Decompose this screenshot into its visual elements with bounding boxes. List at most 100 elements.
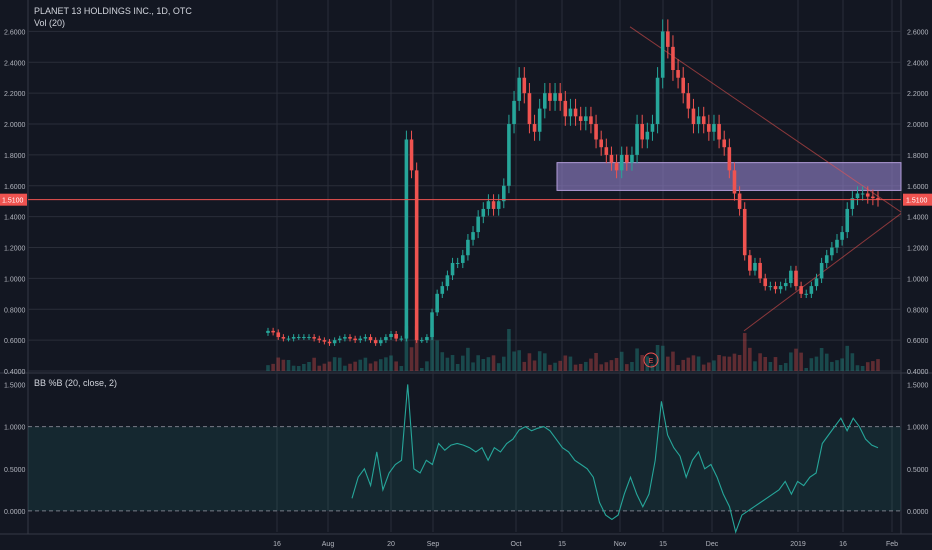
price-tick-right: 1.6000: [907, 184, 929, 191]
volume-bar: [368, 363, 373, 371]
volume-bar: [548, 364, 552, 371]
candle-body: [291, 337, 296, 339]
volume-bar: [466, 347, 470, 371]
last-price-tag-left: [0, 193, 27, 206]
candle-body: [717, 124, 721, 140]
price-tick-left: 2.0000: [4, 122, 26, 129]
candle-body: [558, 93, 562, 101]
volume-bar: [455, 364, 460, 371]
candle-body: [527, 93, 532, 125]
volume-bar: [373, 361, 378, 371]
candle-body: [681, 77, 686, 94]
candle-body: [496, 201, 501, 209]
volume-bar: [394, 361, 398, 371]
volume-bar: [563, 355, 568, 371]
volume-bar: [276, 357, 281, 371]
volume-bar: [543, 353, 547, 371]
volume-bar: [809, 358, 814, 371]
price-tick-right: 0.4000: [907, 369, 929, 376]
volume-bar: [666, 356, 670, 371]
candle-body: [548, 93, 552, 101]
price-tick-right: 0.8000: [907, 307, 929, 314]
candle-body: [619, 154, 624, 171]
volume-bar: [348, 363, 352, 371]
volume-bar: [660, 345, 665, 371]
volume-bar: [722, 356, 727, 371]
candle-body: [399, 338, 404, 340]
candle-body: [819, 262, 824, 279]
volume-bar: [435, 340, 439, 371]
time-tick: 16: [839, 541, 847, 548]
candle-body: [563, 100, 568, 117]
candle-body: [845, 208, 850, 233]
price-tick-left: 1.2000: [4, 246, 26, 253]
volume-bar: [753, 361, 757, 371]
price-tick-left: 1.8000: [4, 153, 26, 160]
volume-bar: [584, 361, 588, 371]
candle-body: [394, 333, 398, 339]
candle-body: [783, 283, 788, 287]
price-tick-right: 2.2000: [907, 91, 929, 98]
volume-bar: [486, 357, 491, 371]
bb-tick-right: 1.0000: [907, 425, 929, 432]
candle-body: [666, 31, 670, 47]
bb-tick-right: 1.5000: [907, 382, 929, 389]
last-price-tag-right: [903, 193, 932, 206]
volume-bar: [343, 365, 347, 371]
candle-body: [476, 216, 480, 233]
candle-body: [707, 124, 711, 132]
candle-body: [742, 208, 747, 256]
candle-body: [532, 124, 537, 132]
volume-bar: [717, 355, 721, 371]
candle-body: [732, 170, 737, 194]
candle-body: [522, 77, 527, 94]
volume-bar: [512, 351, 516, 371]
candle-body: [609, 154, 614, 163]
volume-bar: [537, 351, 542, 371]
candle-body: [855, 193, 860, 199]
time-tick: 15: [558, 541, 566, 548]
volume-bar: [671, 351, 675, 371]
candle-body: [296, 337, 301, 339]
volume-bar: [830, 361, 834, 371]
candle-body: [594, 124, 598, 140]
candle-body: [660, 31, 665, 78]
volume-bar: [476, 355, 480, 371]
price-tick-right: 1.2000: [907, 246, 929, 253]
volume-bar: [824, 353, 829, 371]
earnings-marker-icon: [643, 352, 659, 368]
volume-bar: [819, 348, 824, 371]
volume-bar: [701, 364, 706, 371]
candle-body: [650, 124, 655, 132]
price-tick-left: 2.6000: [4, 29, 26, 36]
candle-body: [425, 337, 429, 341]
candle-body: [737, 193, 742, 209]
candle-body: [655, 77, 660, 125]
volume-bar: [712, 360, 716, 371]
volume-bar: [860, 366, 865, 371]
candle-body: [789, 270, 793, 284]
volume-bar: [286, 360, 291, 371]
volume-bar: [609, 360, 614, 371]
volume-bar: [640, 355, 644, 371]
candle-body: [502, 185, 506, 202]
candle-body: [701, 116, 706, 125]
volume-bar: [327, 361, 332, 371]
price-tick-left: 2.4000: [4, 60, 26, 67]
volume-bar: [630, 362, 634, 371]
volume-bar: [266, 365, 270, 371]
volume-bar: [522, 361, 527, 371]
candle-body: [568, 108, 573, 117]
chart-title: PLANET 13 HOLDINGS INC., 1D, OTC: [34, 6, 192, 16]
volume-bar: [783, 363, 788, 371]
candle-body: [337, 338, 342, 341]
volume-bar: [414, 326, 419, 371]
volume-bar: [445, 357, 450, 371]
candle-body: [471, 232, 475, 240]
candle-body: [804, 293, 809, 295]
volume-bar: [312, 357, 316, 371]
volume-bar: [296, 366, 301, 371]
volume-bar: [840, 358, 844, 371]
candle-body: [778, 286, 783, 290]
